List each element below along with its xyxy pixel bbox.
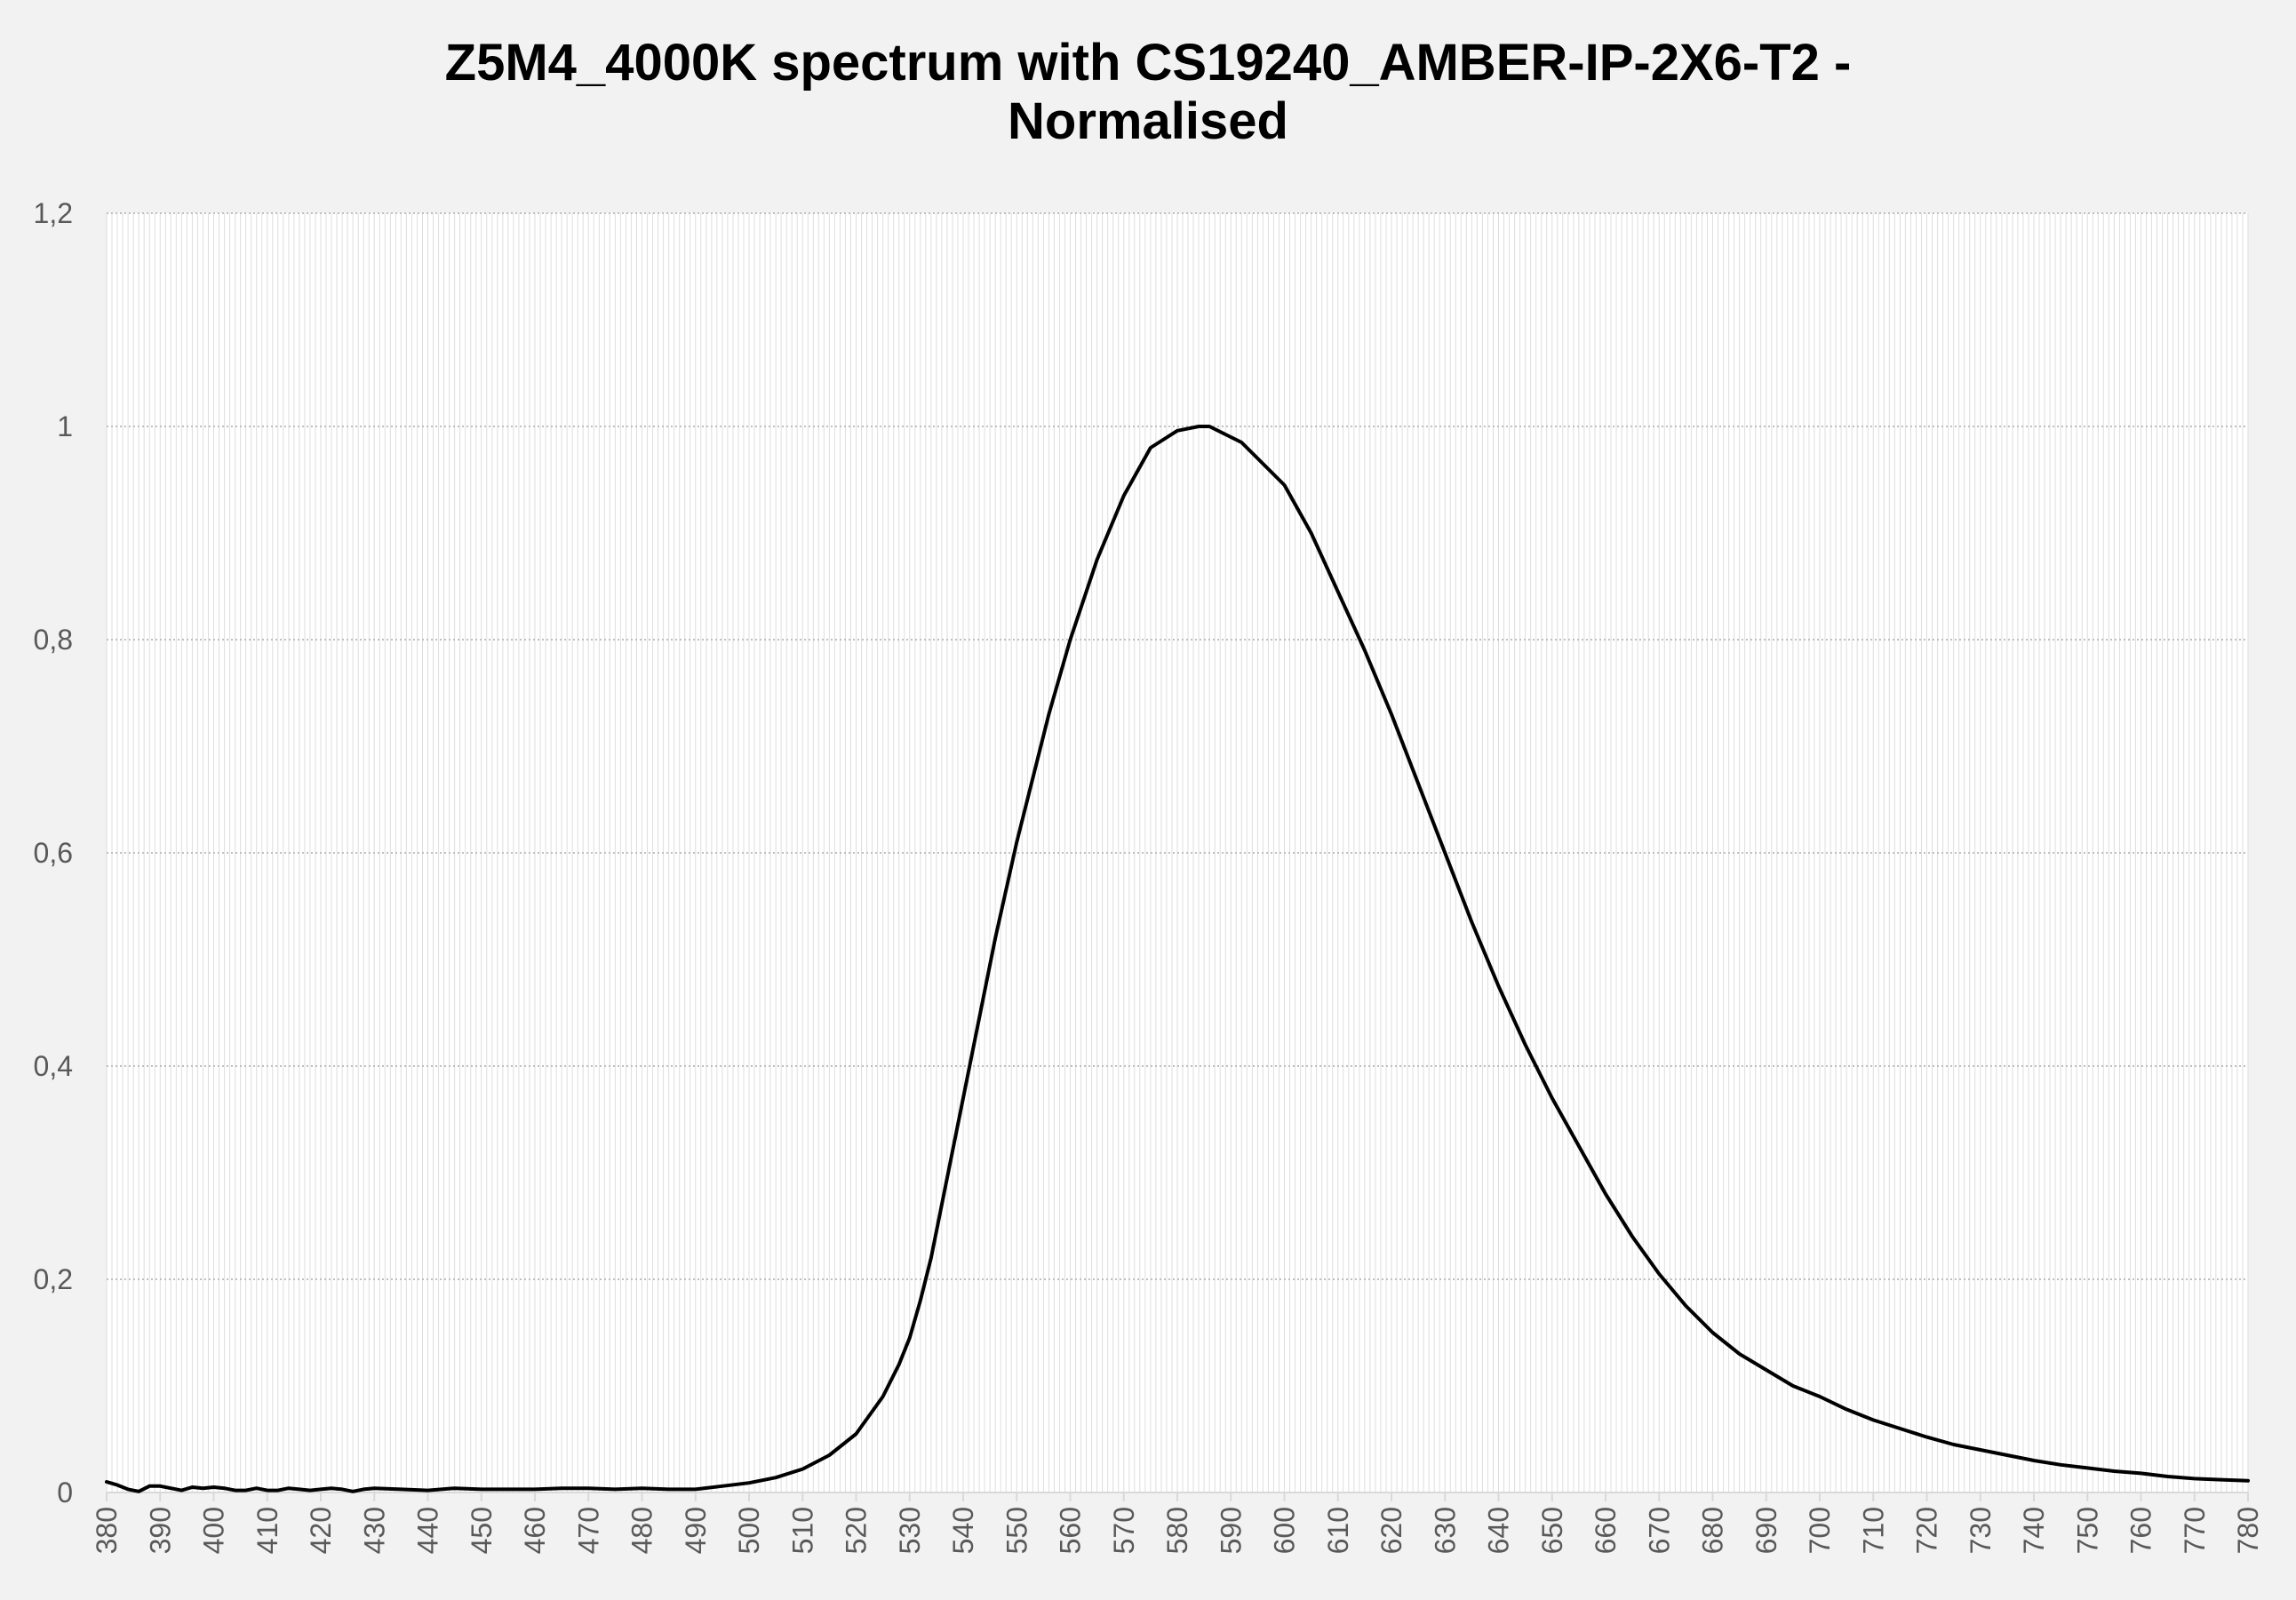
x-tick-label: 760 bbox=[2125, 1507, 2157, 1554]
x-tick-label: 650 bbox=[1536, 1507, 1568, 1554]
chart-title: Z5M4_4000K spectrum with CS19240_AMBER-I… bbox=[0, 34, 2296, 151]
x-tick-label: 780 bbox=[2232, 1507, 2264, 1554]
y-tick-label: 1,2 bbox=[34, 197, 73, 229]
x-tick-label: 590 bbox=[1215, 1507, 1247, 1554]
x-tick-label: 380 bbox=[91, 1507, 123, 1554]
x-tick-label: 610 bbox=[1322, 1507, 1354, 1554]
x-tick-label: 670 bbox=[1643, 1507, 1675, 1554]
x-tick-label: 620 bbox=[1375, 1507, 1407, 1554]
y-tick-label: 0 bbox=[57, 1477, 73, 1508]
x-tick-label: 560 bbox=[1055, 1507, 1087, 1554]
x-tick-label: 530 bbox=[894, 1507, 926, 1554]
x-tick-label: 710 bbox=[1857, 1507, 1889, 1554]
x-tick-label: 680 bbox=[1697, 1507, 1729, 1554]
x-tick-label: 660 bbox=[1590, 1507, 1622, 1554]
x-tick-label: 740 bbox=[2018, 1507, 2050, 1554]
x-tick-label: 470 bbox=[572, 1507, 604, 1554]
x-tick-label: 400 bbox=[198, 1507, 230, 1554]
x-tick-label: 630 bbox=[1429, 1507, 1461, 1554]
y-tick-label: 0,6 bbox=[34, 837, 73, 869]
x-tick-label: 770 bbox=[2179, 1507, 2211, 1554]
x-tick-label: 390 bbox=[144, 1507, 176, 1554]
chart-title-line-1: Z5M4_4000K spectrum with CS19240_AMBER-I… bbox=[444, 34, 1852, 92]
x-tick-label: 480 bbox=[626, 1507, 658, 1554]
x-tick-label: 730 bbox=[1965, 1507, 1997, 1554]
x-tick-label: 440 bbox=[412, 1507, 444, 1554]
x-tick-label: 460 bbox=[519, 1507, 551, 1554]
x-tick-label: 510 bbox=[786, 1507, 818, 1554]
x-tick-label: 580 bbox=[1161, 1507, 1193, 1554]
x-tick-label: 540 bbox=[947, 1507, 979, 1554]
x-tick-label: 420 bbox=[305, 1507, 337, 1554]
x-tick-label: 600 bbox=[1269, 1507, 1301, 1554]
y-tick-label: 0,2 bbox=[34, 1263, 73, 1295]
x-tick-label: 720 bbox=[1911, 1507, 1943, 1554]
y-tick-label: 0,8 bbox=[34, 624, 73, 656]
y-tick-label: 0,4 bbox=[34, 1050, 73, 1082]
x-tick-label: 430 bbox=[358, 1507, 390, 1554]
x-tick-label: 410 bbox=[251, 1507, 283, 1554]
x-tick-label: 500 bbox=[733, 1507, 765, 1554]
x-tick-label: 690 bbox=[1750, 1507, 1782, 1554]
chart-title-line-2: Normalised bbox=[1008, 92, 1288, 150]
x-tick-label: 750 bbox=[2071, 1507, 2103, 1554]
y-tick-label: 1 bbox=[57, 410, 73, 442]
spectrum-series-line bbox=[105, 425, 2250, 1493]
x-tick-label: 450 bbox=[466, 1507, 498, 1554]
x-tick-label: 520 bbox=[841, 1507, 873, 1554]
x-tick-label: 570 bbox=[1108, 1507, 1140, 1554]
x-tick-label: 550 bbox=[1001, 1507, 1032, 1554]
x-tick-label: 490 bbox=[680, 1507, 712, 1554]
x-tick-label: 700 bbox=[1804, 1507, 1836, 1554]
x-tick-label: 640 bbox=[1483, 1507, 1515, 1554]
